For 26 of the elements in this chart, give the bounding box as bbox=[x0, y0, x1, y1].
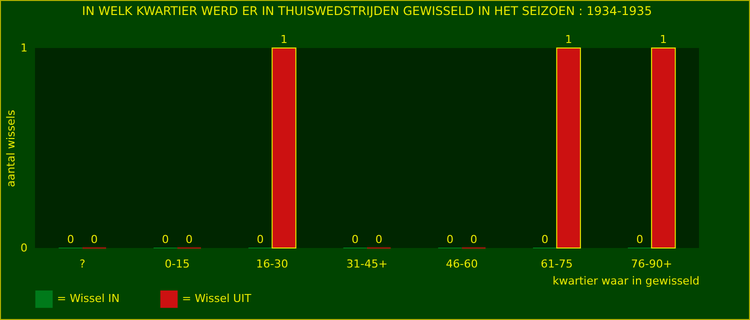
data-label: 0 bbox=[636, 233, 644, 246]
data-label: 0 bbox=[470, 233, 478, 246]
legend-label: = Wissel UIT bbox=[182, 292, 252, 306]
data-label: 0 bbox=[352, 233, 359, 246]
x-tick-label: 46-60 bbox=[446, 258, 478, 270]
data-label: 1 bbox=[660, 33, 667, 46]
x-axis-title: kwartier waar in gewisseld bbox=[552, 274, 700, 288]
x-tick-label: 0-15 bbox=[164, 258, 190, 270]
data-label: 0 bbox=[541, 233, 548, 246]
data-label: 0 bbox=[375, 233, 382, 246]
data-label: 0 bbox=[67, 233, 74, 246]
x-tick-label: 16-30 bbox=[256, 258, 288, 270]
data-label: 0 bbox=[90, 233, 98, 246]
data-label: 1 bbox=[565, 33, 572, 46]
chart-title: IN WELK KWARTIER WERD ER IN THUISWEDSTRIJDEN GEWISSELD IN HET SEIZOEN : 1934-1935 bbox=[82, 4, 652, 18]
x-tick-label: ? bbox=[80, 258, 86, 270]
legend-label: = Wissel IN bbox=[57, 292, 120, 306]
data-label: 1 bbox=[280, 33, 288, 46]
x-tick-label: 61-75 bbox=[540, 258, 573, 270]
data-label: 0 bbox=[446, 233, 454, 246]
x-tick-label: 76-90+ bbox=[630, 258, 672, 270]
data-label: 0 bbox=[186, 233, 193, 246]
data-label: 0 bbox=[256, 233, 264, 246]
y-axis-title: aantal wissels bbox=[4, 110, 18, 188]
x-tick-label: 31-45+ bbox=[346, 258, 388, 270]
data-label: 0 bbox=[162, 233, 169, 246]
